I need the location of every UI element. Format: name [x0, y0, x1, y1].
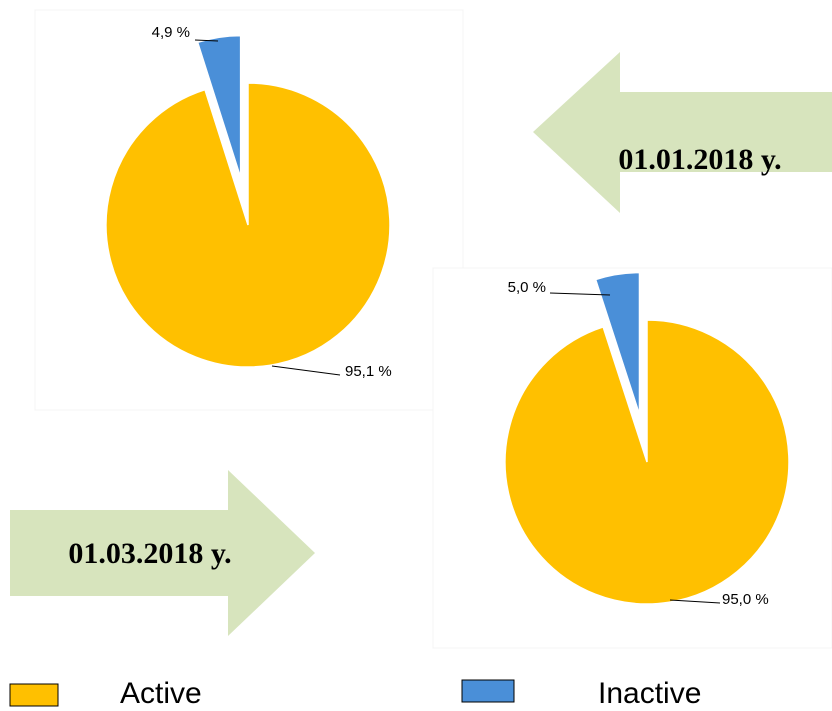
- date-label: 01.01.2018 y.: [618, 143, 781, 176]
- legend-label: Active: [120, 677, 202, 710]
- arrow: [533, 52, 832, 213]
- leader-line: [271, 365, 341, 376]
- leader-line: [194, 39, 219, 42]
- legend-swatch: [461, 679, 515, 703]
- pie-slice: [594, 271, 641, 415]
- data-label: 4,9 %: [152, 24, 190, 41]
- leader-line: [549, 292, 611, 296]
- data-label: 95,0 %: [722, 591, 769, 608]
- pie-slice: [105, 82, 391, 368]
- data-label: 5,0 %: [508, 279, 546, 296]
- pie-slice: [196, 34, 242, 178]
- legend-label: Inactive: [598, 677, 701, 710]
- leader-line: [669, 599, 721, 604]
- date-label: 01.03.2018 y.: [68, 537, 231, 570]
- pie-slice: [504, 319, 790, 605]
- legend-swatch: [9, 683, 59, 707]
- arrow: [10, 470, 315, 636]
- data-label: 95,1 %: [345, 363, 392, 380]
